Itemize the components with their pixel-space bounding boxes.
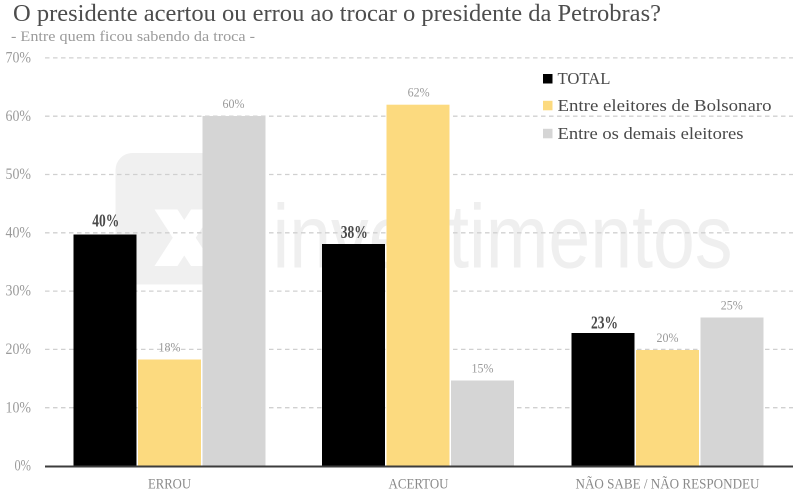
- svg-text:70%: 70%: [6, 50, 32, 67]
- svg-text:Entre eleitores de Bolsonaro: Entre eleitores de Bolsonaro: [558, 96, 772, 115]
- svg-text:- Entre quem ficou sabendo da: - Entre quem ficou sabendo da troca -: [11, 29, 255, 45]
- svg-text:10%: 10%: [6, 399, 32, 416]
- svg-text:40%: 40%: [6, 224, 32, 241]
- svg-text:ACERTOU: ACERTOU: [389, 477, 449, 493]
- svg-text:O presidente acertou ou errou: O presidente acertou ou errou ao trocar …: [13, 1, 661, 27]
- svg-text:18%: 18%: [159, 341, 181, 355]
- svg-text:20%: 20%: [6, 341, 32, 358]
- svg-text:25%: 25%: [721, 299, 743, 313]
- svg-text:50%: 50%: [6, 166, 32, 183]
- svg-text:ERROU: ERROU: [148, 477, 191, 493]
- svg-text:NÃO SABE / NÃO RESPONDEU: NÃO SABE / NÃO RESPONDEU: [576, 477, 760, 493]
- svg-text:20%: 20%: [657, 331, 679, 345]
- svg-text:30%: 30%: [6, 283, 32, 300]
- svg-text:60%: 60%: [223, 97, 245, 111]
- svg-text:60%: 60%: [6, 108, 32, 125]
- svg-text:62%: 62%: [408, 85, 430, 99]
- svg-text:0%: 0%: [15, 458, 32, 475]
- svg-text:TOTAL: TOTAL: [558, 69, 611, 88]
- svg-text:38%: 38%: [341, 222, 368, 242]
- svg-text:Entre os demais eleitores: Entre os demais eleitores: [558, 124, 744, 143]
- svg-text:15%: 15%: [472, 362, 494, 376]
- svg-text:23%: 23%: [591, 313, 618, 333]
- svg-text:40%: 40%: [92, 211, 119, 231]
